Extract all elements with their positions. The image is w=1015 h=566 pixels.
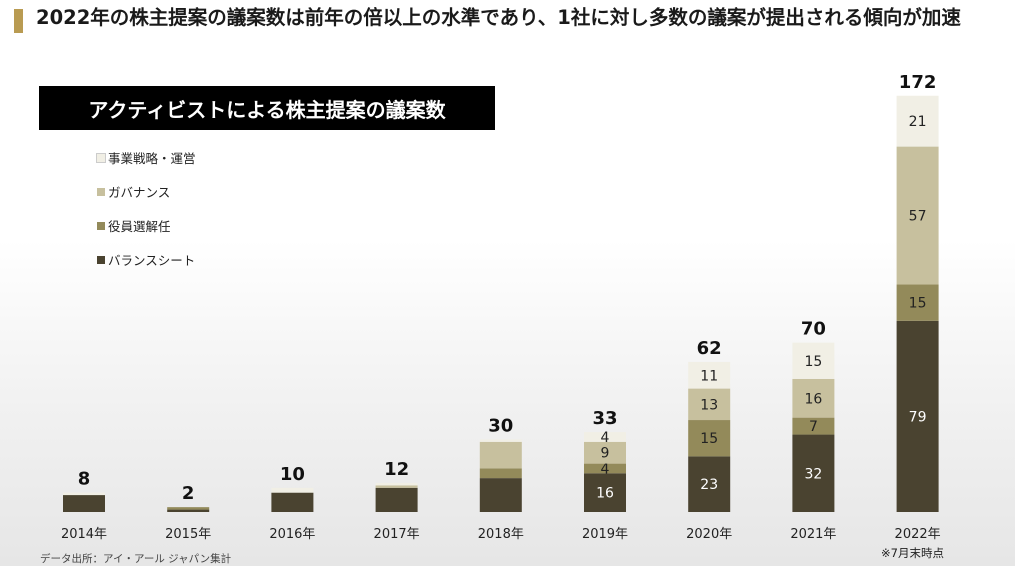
legend-label-governance: ガバナンス — [108, 185, 171, 200]
bar-segment — [792, 378, 835, 418]
bar-segment — [584, 441, 626, 464]
bar-segment — [896, 146, 939, 285]
bar-total-label: 10 — [280, 464, 305, 485]
segment-value-label: 15 — [700, 431, 718, 447]
x-tick-label: 2020年 — [686, 527, 732, 542]
bar-total-label: 62 — [697, 338, 722, 359]
segment-value-label: 16 — [596, 486, 614, 502]
bar-segment — [63, 492, 105, 496]
bar-segment — [63, 495, 105, 512]
headline-accent-bar — [14, 9, 23, 33]
bar-total-label: 2 — [182, 483, 195, 504]
headline: 2022年の株主提案の議案数は前年の倍以上の水準であり、1社に対し多数の議案が提… — [36, 6, 961, 29]
segment-value-label: 9 — [601, 446, 610, 462]
segment-value-label: 11 — [700, 368, 718, 384]
x-tick-label: 2018年 — [478, 527, 524, 542]
bar-segment — [375, 485, 418, 488]
source-note: データ出所：アイ・アール ジャパン集計 — [40, 553, 232, 565]
segment-value-label: 57 — [909, 209, 927, 225]
legend-item-strategy: 事業戦略・運営 — [96, 148, 196, 167]
legend-item-balance-sheet: バランスシート — [97, 250, 195, 269]
footnote: ※7月末時点 — [881, 546, 944, 560]
bar-segment — [688, 456, 731, 512]
legend-label-balance-sheet: バランスシート — [108, 253, 196, 268]
legend-item-directors: 役員選解任 — [97, 216, 171, 235]
bar-total-label: 172 — [899, 72, 937, 93]
legend-swatch-balance-sheet — [97, 255, 105, 264]
legend-label-directors: 役員選解任 — [108, 219, 171, 234]
segment-value-label: 7 — [809, 419, 818, 435]
bar-segment — [167, 507, 210, 510]
segment-value-label: 23 — [700, 477, 718, 493]
bar-segment — [271, 487, 314, 493]
segment-value-label: 4 — [601, 461, 610, 477]
bar-segment — [479, 439, 522, 442]
bar-segment — [688, 388, 731, 421]
bar-segment — [896, 320, 939, 512]
segment-value-label: 21 — [909, 114, 927, 130]
legend-swatch-strategy — [96, 152, 106, 163]
x-tick-label: 2016年 — [269, 527, 315, 542]
bar-segment — [479, 441, 522, 469]
bar-segment — [896, 95, 939, 147]
x-tick-label: 2014年 — [61, 527, 107, 542]
bar-segment — [688, 420, 731, 457]
bar-segment — [584, 463, 626, 474]
bar-segment — [792, 342, 835, 379]
chart-title-box: アクティビストによる株主提案の議案数 — [39, 86, 495, 130]
bar-total-label: 12 — [384, 459, 409, 480]
legend-swatch-governance — [97, 187, 105, 196]
bar-total-label: 70 — [801, 319, 826, 340]
x-tick-label: 2022年 — [895, 527, 941, 542]
bar-segment — [167, 509, 210, 512]
segment-value-label: 4 — [601, 430, 610, 446]
bar-total-label: 33 — [592, 408, 617, 429]
legend-label-strategy: 事業戦略・運営 — [108, 151, 196, 166]
x-tick-label: 2019年 — [582, 527, 628, 542]
segment-value-label: 15 — [909, 296, 927, 312]
bar-total-label: 30 — [488, 415, 513, 436]
x-tick-label: 2017年 — [374, 527, 420, 542]
bar-segment — [584, 473, 626, 512]
bar-segment — [479, 468, 522, 479]
bar-segment — [688, 361, 731, 389]
bar-segment — [479, 478, 522, 512]
bar-total-label: 8 — [78, 469, 91, 490]
bar-segment — [584, 432, 626, 442]
segment-value-label: 15 — [804, 354, 822, 370]
bar-segment — [375, 487, 418, 512]
segment-value-label: 79 — [909, 409, 927, 425]
bar-segment — [896, 284, 939, 321]
segment-value-label: 16 — [804, 391, 822, 407]
legend-swatch-directors — [97, 221, 105, 230]
chart-title: アクティビストによる株主提案の議案数 — [88, 97, 446, 122]
x-tick-label: 2021年 — [790, 527, 836, 542]
bar-segment — [271, 492, 314, 512]
legend-item-governance: ガバナンス — [97, 182, 170, 201]
segment-value-label: 13 — [700, 397, 718, 413]
bar-segment — [375, 482, 418, 486]
bar-segment — [792, 434, 835, 512]
bar-segment — [792, 417, 835, 435]
x-tick-label: 2015年 — [165, 527, 211, 542]
segment-value-label: 32 — [804, 466, 822, 482]
